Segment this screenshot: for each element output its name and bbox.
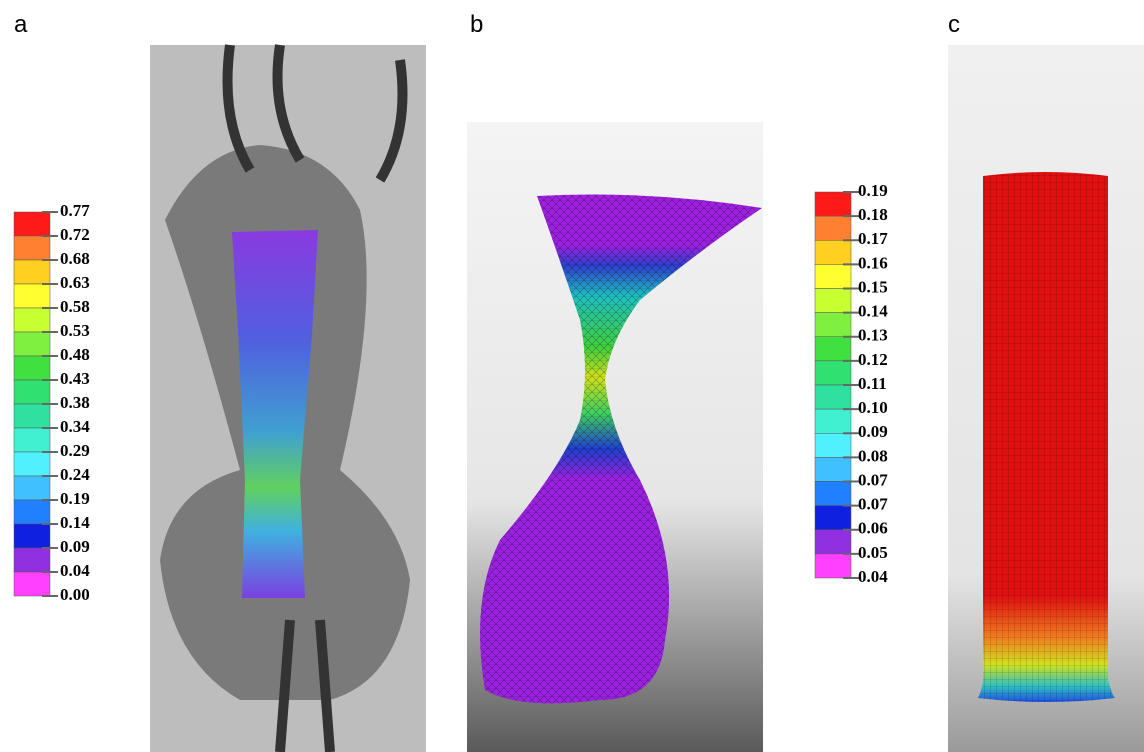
colorbar-label: 0.53 [60, 321, 90, 340]
colorbar-label: 0.10 [858, 398, 888, 417]
colorbar-label: 0.58 [60, 297, 90, 316]
colorbar-label: 0.04 [858, 567, 888, 586]
colorbar-label: 0.19 [60, 489, 90, 508]
colorbar-label: 0.68 [60, 249, 90, 268]
colorbar-band [14, 260, 50, 284]
colorbar-label: 0.43 [60, 369, 90, 388]
colorbar-band [14, 524, 50, 548]
colorbar-band [815, 433, 851, 457]
colorbar-label: 0.06 [858, 519, 888, 538]
colorbar-band [815, 457, 851, 481]
colorbar-band [815, 385, 851, 409]
colorbar-band [815, 409, 851, 433]
colorbar-label: 0.17 [858, 229, 888, 248]
colorbar-band [815, 240, 851, 264]
colorbar-label: 0.34 [60, 417, 90, 436]
colorbar-label: 0.13 [858, 326, 888, 345]
colorbar-band [14, 476, 50, 500]
colorbar-label: 0.08 [858, 446, 888, 465]
colorbar-band [14, 548, 50, 572]
colorbar-label: 0.15 [858, 277, 888, 296]
colorbar-label: 0.04 [60, 561, 90, 580]
colorbar-band [14, 332, 50, 356]
colorbar-label: 0.24 [60, 465, 90, 484]
colorbar-band [815, 313, 851, 337]
colorbar-band [815, 337, 851, 361]
colorbar-label: 0.14 [858, 302, 888, 321]
colorbar-band [14, 404, 50, 428]
colorbar-band [14, 236, 50, 260]
colorbar-label: 0.72 [60, 225, 90, 244]
colorbar-label: 0.63 [60, 273, 90, 292]
colorbar-label: 0.00 [60, 585, 90, 604]
panel-label: c [948, 11, 960, 38]
colorbar-label: 0.38 [60, 393, 90, 412]
colorbar-band [815, 192, 851, 216]
colorbar-band [14, 308, 50, 332]
colorbar-label: 0.11 [858, 374, 887, 393]
colorbar-label: 0.77 [60, 201, 90, 220]
panel-label: a [14, 11, 28, 38]
colorbar-label: 0.48 [60, 345, 90, 364]
colorbar-label: 0.05 [858, 543, 888, 562]
colorbar-band [815, 289, 851, 313]
colorbar-band [14, 500, 50, 524]
figure: a 0.77 0.72 0.68 0.63 0.58 0.53 0.48 0.43 0.38 0.3… [0, 0, 1144, 752]
colorbar-label: 0.12 [858, 350, 888, 369]
mesh-lines [978, 172, 1115, 702]
colorbar-band [815, 361, 851, 385]
colorbar-band [14, 380, 50, 404]
colorbar-band [815, 264, 851, 288]
colorbar-label: 0.07 [858, 470, 888, 489]
page: a 0.77 0.72 0.68 0.63 0.58 0.53 0.48 0.43 0.38 0.3… [0, 0, 1144, 752]
colorbar-band [815, 554, 851, 578]
colorbar-label: 0.09 [858, 422, 888, 441]
panel-label: b [470, 11, 483, 38]
colorbar-label: 0.07 [858, 495, 888, 514]
colorbar-band [815, 216, 851, 240]
colorbar-label: 0.29 [60, 441, 90, 460]
colorbar-band [815, 506, 851, 530]
colorbar-band [14, 212, 50, 236]
colorbar-label: 0.14 [60, 513, 90, 532]
colorbar-label: 0.16 [858, 253, 888, 272]
colorbar-band [14, 572, 50, 596]
colorbar-label: 0.18 [858, 205, 888, 224]
colorbar-label: 0.09 [60, 537, 90, 556]
colorbar-band [14, 284, 50, 308]
colorbar-band [14, 428, 50, 452]
colorbar-band [815, 482, 851, 506]
colorbar-label: 0.19 [858, 181, 888, 200]
colorbar-band [14, 452, 50, 476]
colorbar-band [14, 356, 50, 380]
colorbar-band [815, 530, 851, 554]
